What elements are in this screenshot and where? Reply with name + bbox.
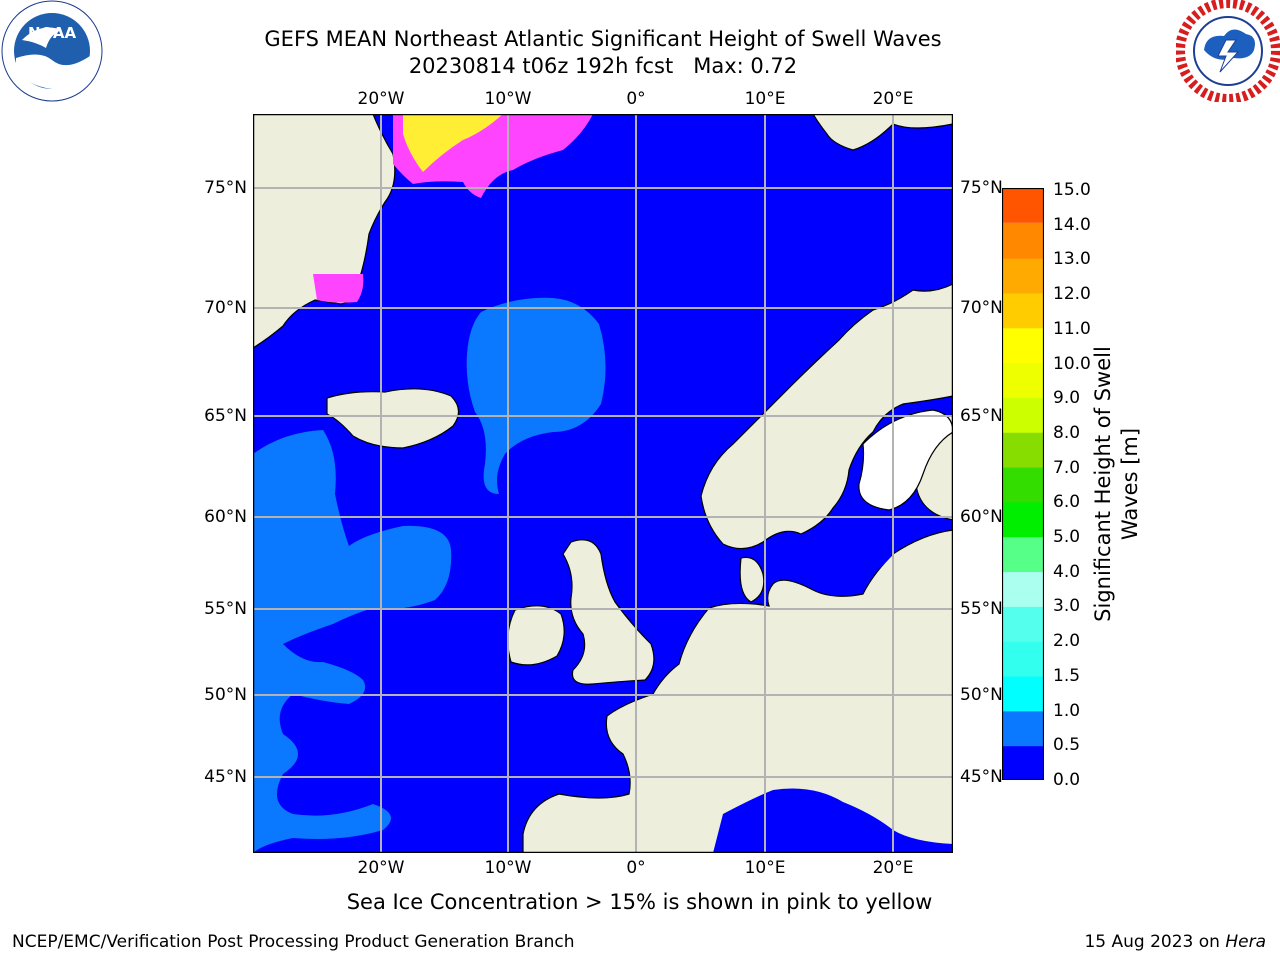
denmark: [739, 556, 765, 603]
colorbar-tick-label: 1.5: [1053, 665, 1081, 686]
lat-tick-right: 45°N: [960, 767, 1003, 787]
colorbar-cell: [1002, 605, 1044, 642]
lon-tick-top: 20°E: [872, 89, 914, 109]
colorbar-cell: [1002, 640, 1044, 677]
footer-host: Hera: [1225, 932, 1266, 952]
continental-europe: [522, 529, 953, 853]
colorbar-tick-label: 14.0: [1053, 214, 1091, 235]
colorbar-tick-label: 1.0: [1053, 700, 1081, 721]
nws-logo: [1176, 0, 1280, 102]
colorbar-cell: [1002, 222, 1044, 259]
lat-tick-right: 60°N: [960, 507, 1003, 527]
colorbar-tick-label: 11.0: [1053, 318, 1091, 339]
footer-producer: NCEP/EMC/Verification Post Processing Pr…: [12, 932, 575, 952]
lat-tick-left: 45°N: [204, 767, 247, 787]
lon-tick-bottom: 20°W: [357, 858, 405, 878]
svalbard: [812, 114, 953, 151]
footer-date-text: 15 Aug 2023 on: [1084, 932, 1226, 952]
lon-tick-top: 10°E: [744, 89, 786, 109]
lat-tick-right: 50°N: [960, 685, 1003, 705]
chart-subtitle: 20230814 t06z 192h fcst Max: 0.72: [408, 54, 798, 78]
lat-tick-right: 65°N: [960, 406, 1003, 426]
colorbar: [1002, 188, 1044, 780]
colorbar-cell: [1002, 396, 1044, 433]
graticule: [253, 114, 953, 853]
colorbar-tick-label: 9.0: [1053, 388, 1081, 409]
colorbar-cell: [1002, 327, 1044, 364]
lon-tick-top: 20°W: [357, 89, 405, 109]
lat-tick-left: 65°N: [204, 406, 247, 426]
lon-tick-bottom: 20°E: [872, 858, 914, 878]
colorbar-tick-label: 15.0: [1053, 180, 1091, 200]
colorbar-tick-label: 7.0: [1053, 457, 1081, 478]
colorbar-cell: [1002, 466, 1044, 503]
iceland: [326, 388, 460, 449]
swell-0.5-1.0-zones: [253, 297, 606, 853]
colorbar-cell: [1002, 745, 1044, 780]
colorbar-tick-label: 13.0: [1053, 249, 1091, 270]
colorbar-tick-label: 4.0: [1053, 561, 1081, 582]
chart-title: GEFS MEAN Northeast Atlantic Significant…: [264, 27, 942, 51]
swell-height-map: [253, 114, 953, 853]
colorbar-tick-label: 12.0: [1053, 284, 1091, 305]
map-frame: [253, 114, 953, 853]
lon-tick-bottom: 10°W: [484, 858, 532, 878]
colorbar-tick-label: 0.5: [1053, 735, 1081, 756]
colorbar-tick-label: 10.0: [1053, 353, 1091, 374]
lat-tick-right: 70°N: [960, 298, 1003, 318]
lon-tick-top: 10°W: [484, 89, 532, 109]
colorbar-cell: [1002, 571, 1044, 607]
lat-tick-left: 55°N: [204, 599, 247, 619]
colorbar-cell: [1002, 710, 1044, 747]
colorbar-cell: [1002, 188, 1044, 223]
colorbar-cell: [1002, 675, 1044, 712]
lat-tick-right: 75°N: [960, 178, 1003, 198]
gulf-of-bothnia: [858, 409, 953, 511]
colorbar-tick-label: 8.0: [1053, 422, 1081, 443]
colorbar-title: Significant Height of Swell Waves [m]: [1091, 346, 1142, 622]
colorbar-cell: [1002, 536, 1044, 573]
ireland: [507, 605, 565, 666]
colorbar-tick-label: 5.0: [1053, 527, 1081, 548]
colorbar-tick-label: 0.0: [1053, 770, 1081, 790]
great-britain: [562, 539, 655, 685]
colorbar-cell: [1002, 501, 1044, 538]
colorbar-tick-label: 2.0: [1053, 631, 1081, 652]
lon-tick-bottom: 10°E: [744, 858, 786, 878]
colorbar-cell: [1002, 362, 1044, 398]
footer-date: 15 Aug 2023 on Hera: [1084, 932, 1266, 952]
colorbar-cell: [1002, 292, 1044, 329]
lon-tick-bottom: 0°: [626, 858, 646, 878]
lon-tick-top: 0°: [626, 89, 646, 109]
colorbar-cell: [1002, 257, 1044, 294]
lat-tick-left: 75°N: [204, 178, 247, 198]
lat-tick-left: 60°N: [204, 507, 247, 527]
sea-ice-note: Sea Ice Concentration > 15% is shown in …: [346, 890, 933, 914]
sea-ice-concentration: [313, 114, 593, 303]
lat-tick-left: 50°N: [204, 685, 247, 705]
colorbar-tick-label: 6.0: [1053, 492, 1081, 513]
colorbar-cell: [1002, 431, 1044, 468]
lat-tick-right: 55°N: [960, 599, 1003, 619]
colorbar-tick-label: 3.0: [1053, 596, 1081, 617]
lat-tick-left: 70°N: [204, 298, 247, 318]
noaa-logo-text: NOAA: [28, 24, 77, 42]
noaa-logo: NOAA: [1, 0, 103, 102]
